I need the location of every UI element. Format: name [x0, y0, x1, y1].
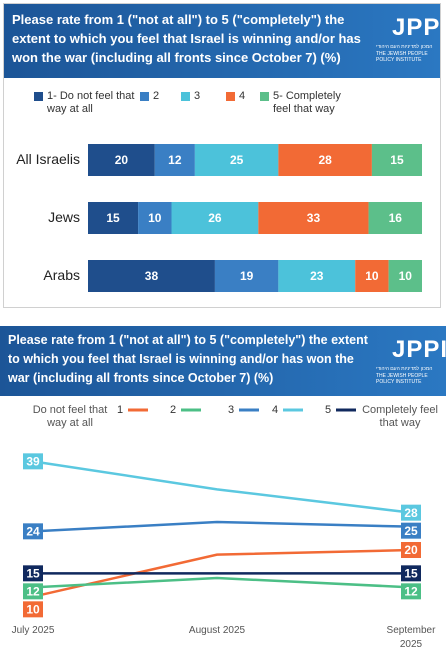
legend-label: 4	[272, 404, 278, 416]
bar-segment	[214, 260, 279, 292]
value-label: 12	[404, 585, 418, 599]
panel	[3, 3, 441, 308]
value-label: 25	[404, 524, 418, 538]
value-label: 38	[145, 269, 159, 283]
value-label: 23	[310, 269, 324, 283]
header	[4, 4, 440, 78]
value-label: 10	[148, 211, 162, 225]
legend-swatch	[181, 92, 190, 101]
line	[32, 520, 412, 533]
value-label: 12	[168, 153, 182, 167]
value-label: 28	[318, 153, 332, 167]
bar-segment	[355, 260, 389, 292]
y-tick-label: All Israelis	[16, 151, 80, 167]
value-label-box	[401, 504, 421, 521]
value-label-box	[23, 565, 43, 582]
legend-label: 3	[228, 404, 234, 416]
legend-swatch	[140, 92, 149, 101]
legend-label: 5- Completely feel that way	[273, 90, 341, 115]
value-label: 20	[404, 543, 418, 557]
bar-segment	[371, 144, 422, 176]
value-label: 12	[26, 585, 40, 599]
value-label-box	[401, 565, 421, 582]
value-label: 19	[240, 269, 254, 283]
logo-english: THE JEWISH PEOPLE POLICY INSTITUTE	[376, 51, 428, 63]
value-label: 25	[230, 153, 244, 167]
value-label: 10	[399, 269, 413, 283]
value-label: 15	[404, 567, 418, 581]
value-label-box	[401, 522, 421, 539]
bar-segment	[258, 202, 369, 234]
value-label-box	[23, 601, 43, 618]
bar-segment	[88, 144, 155, 176]
logo: JPPI	[392, 14, 446, 41]
bar-segment	[278, 260, 356, 292]
x-tick-label: August 2025	[188, 625, 246, 636]
legend-label: 1- Do not feel that way at all	[47, 90, 135, 115]
value-label: 20	[115, 153, 129, 167]
y-tick-label: Arabs	[43, 267, 80, 283]
legend-left: Do not feel that way at all	[32, 404, 108, 429]
value-label: 39	[26, 455, 40, 469]
y-tick-label: Jews	[48, 209, 80, 225]
value-label: 28	[404, 506, 418, 520]
legend-right: Completely feel that way	[362, 404, 438, 429]
value-label: 24	[26, 525, 40, 539]
legend-label: 5	[325, 404, 331, 416]
value-label-box	[23, 583, 43, 600]
logo-hebrew: המכון למדיניות העם היהודי	[376, 44, 433, 50]
value-label-box	[23, 523, 43, 540]
bar-segment	[154, 144, 195, 176]
value-label-box	[23, 453, 43, 470]
bar-segment	[138, 202, 172, 234]
value-label-box	[401, 542, 421, 558]
bar-segment	[194, 144, 279, 176]
logo-english: THE JEWISH PEOPLE POLICY INSTITUTE	[376, 373, 428, 385]
line	[32, 548, 412, 598]
legend-label: 1	[117, 404, 123, 416]
bar-segment	[88, 202, 139, 234]
legend-swatch	[260, 92, 269, 101]
legend-label: 2	[170, 404, 176, 416]
value-label: 15	[106, 211, 120, 225]
x-tick-label: September 2025	[386, 625, 436, 650]
x-tick-label: July 2025	[11, 625, 55, 636]
bar-segment	[88, 260, 215, 292]
value-label-box	[401, 583, 421, 600]
chart-title: Please rate from 1 ("not at all") to 5 (…	[8, 333, 368, 385]
value-label: 10	[365, 269, 379, 283]
bar-segment	[278, 144, 372, 176]
line	[32, 576, 412, 589]
value-label: 15	[390, 153, 404, 167]
bar-segment	[171, 202, 259, 234]
value-label: 33	[307, 211, 321, 225]
logo-hebrew: המכון למדיניות העם היהודי	[376, 366, 433, 372]
legend-swatch	[34, 92, 43, 101]
header	[0, 326, 446, 396]
bar-segment	[368, 202, 422, 234]
legend-label: 3	[194, 90, 201, 102]
legend-swatch	[226, 92, 235, 101]
value-label: 10	[26, 603, 40, 617]
value-label: 16	[389, 211, 403, 225]
bar-segment	[388, 260, 422, 292]
value-label: 15	[26, 567, 40, 581]
value-label: 26	[208, 211, 222, 225]
legend-label: 4	[239, 90, 246, 102]
line	[32, 460, 412, 514]
legend-label: 2	[153, 90, 160, 102]
logo: JPPI	[392, 336, 446, 363]
chart-title: Please rate from 1 ("not at all") to 5 (…	[12, 12, 361, 65]
